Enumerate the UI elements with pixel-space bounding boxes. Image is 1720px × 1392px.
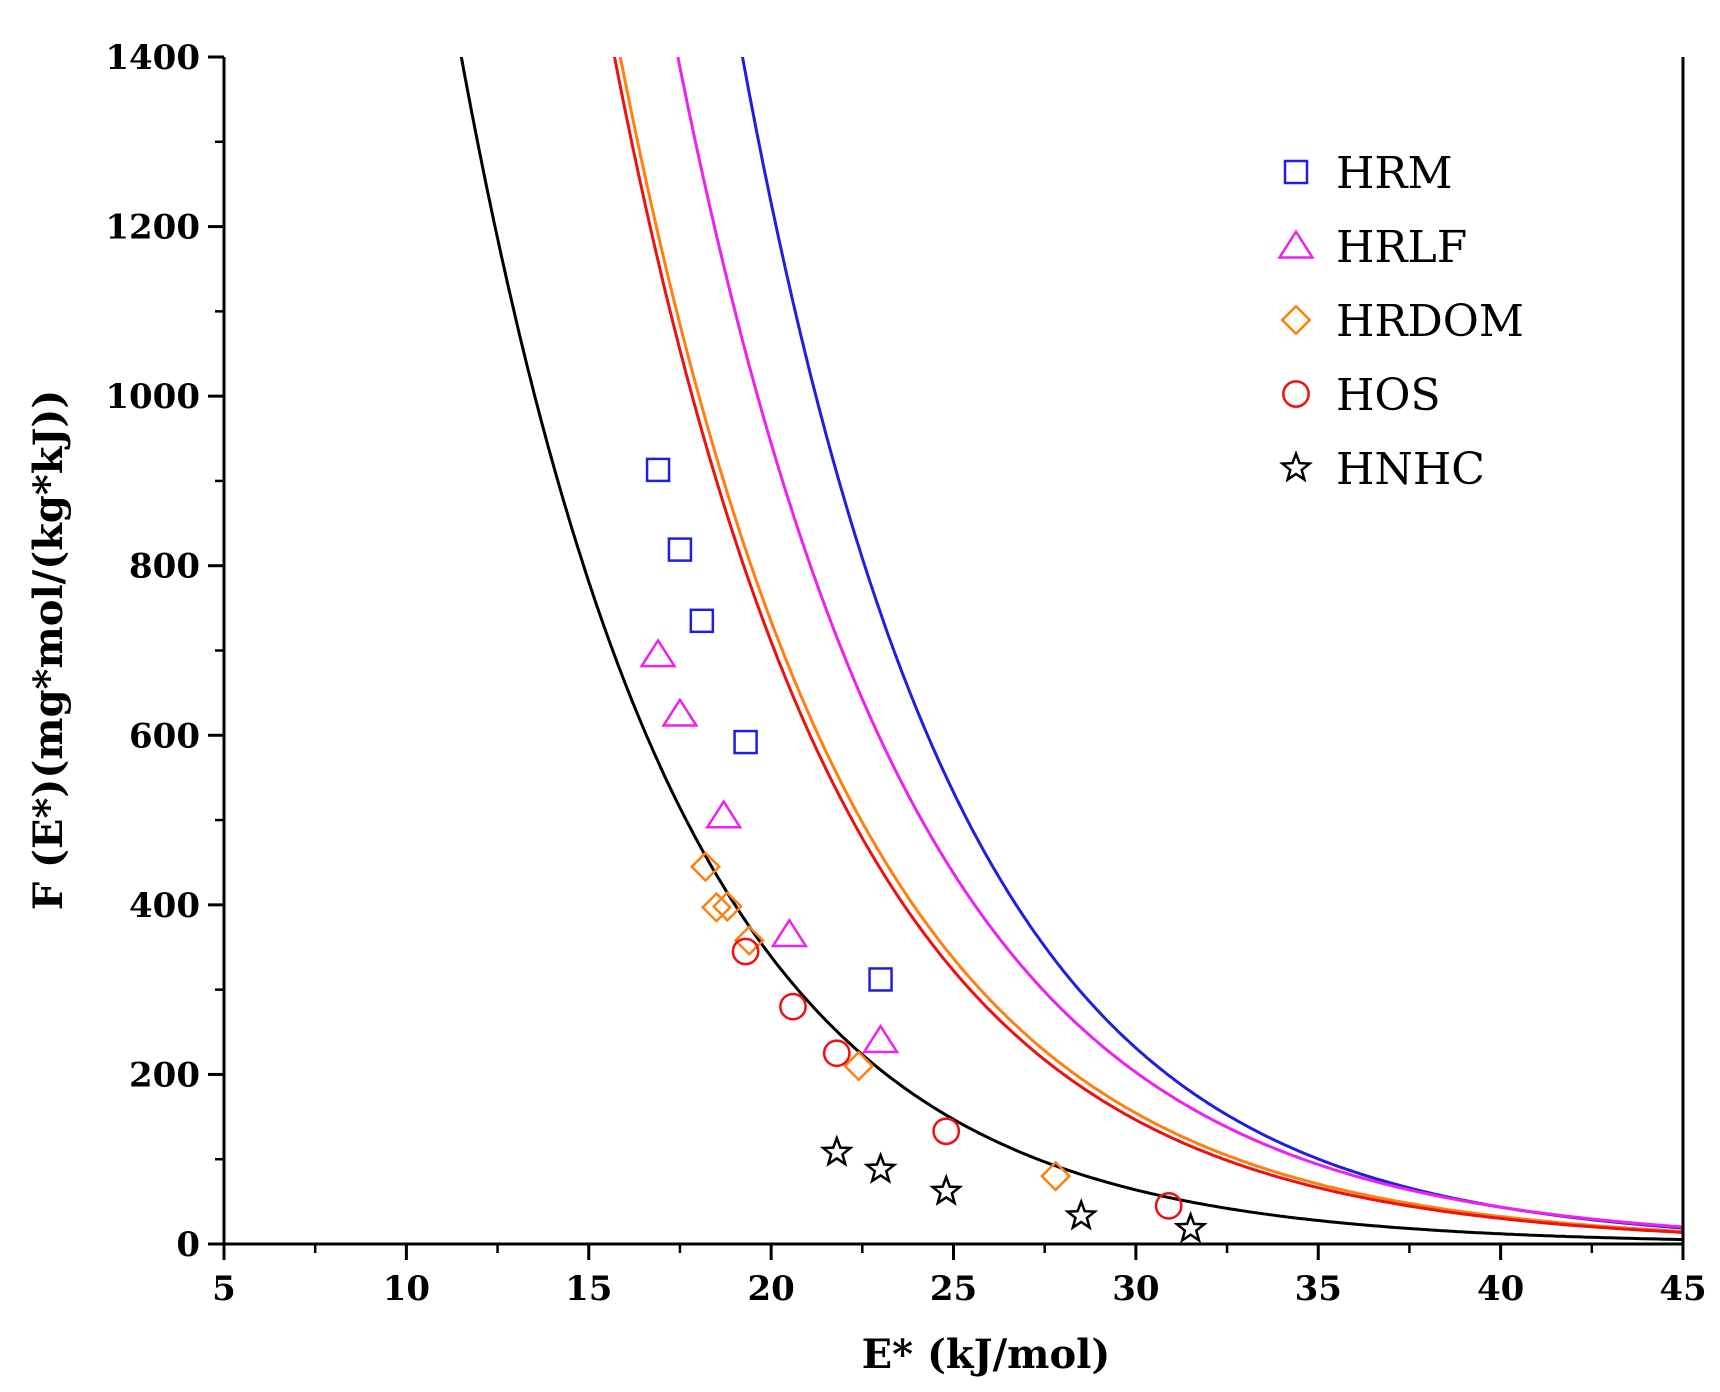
data-point-hrlf (661, 697, 699, 727)
legend-label-hos: HOS (1336, 370, 1441, 421)
data-point-hos (1154, 1191, 1183, 1220)
y-tick-label: 800 (129, 547, 200, 587)
ticks: 5 10 15 20 25 30 35 40 45 0 200 400 600 800 1000 1200 14… (105, 38, 1706, 1309)
legend: HRM HRLF HRDOM HOS HNHC (1277, 148, 1524, 495)
data-point-hos (731, 937, 760, 966)
x-tick-label: 30 (1112, 1269, 1159, 1309)
y-axis-title: F (E*)(mg*mol/(kg*kJ)) (25, 390, 72, 911)
fit-curve-hrlf (676, 57, 1683, 1229)
x-tick-label: 20 (747, 1269, 794, 1309)
legend-label-hrlf: HRLF (1336, 222, 1467, 273)
data-point-hrdom (689, 851, 721, 883)
x-tick-label: 45 (1659, 1269, 1706, 1309)
data-point-hos (779, 992, 807, 1021)
data-point-hrdom (700, 891, 732, 923)
data-point-hrm (645, 457, 671, 483)
y-tick-label: 200 (129, 1055, 200, 1095)
data-point-hrm (868, 967, 893, 992)
data-point-hos (822, 1039, 851, 1068)
fit-curve-hos (613, 57, 1683, 1234)
y-tick-label: 1400 (105, 38, 200, 78)
fit-curve-hrm (740, 57, 1683, 1230)
data-point-hrdom (711, 891, 743, 923)
data-point-hrlf (770, 917, 809, 948)
x-tick-label: 15 (565, 1269, 612, 1309)
data-point-hrdom (1040, 1160, 1072, 1192)
data-markers (639, 457, 1208, 1244)
legend-label-hnhc: HNHC (1336, 444, 1485, 495)
data-point-hrm (667, 537, 693, 562)
x-axis-title: E* (kJ/mol) (862, 1331, 1111, 1378)
data-point-hnhc (863, 1151, 898, 1184)
data-point-hrlf (639, 638, 677, 668)
x-tick-label: 25 (930, 1269, 977, 1309)
data-point-hrdom (733, 924, 765, 956)
y-tick-label: 1200 (105, 208, 200, 248)
data-point-hnhc (1064, 1198, 1099, 1231)
y-tick-label: 0 (176, 1225, 200, 1265)
data-point-hrlf (704, 799, 743, 829)
legend-marker-hrdom (1280, 304, 1312, 336)
fit-curve-hnhc (459, 57, 1683, 1242)
legend-marker-hrlf (1277, 229, 1315, 259)
x-tick-label: 40 (1477, 1269, 1524, 1309)
data-point-hrm (733, 729, 758, 755)
data-point-hnhc (1173, 1210, 1208, 1244)
y-tick-label: 600 (129, 716, 200, 756)
x-tick-label: 35 (1295, 1269, 1342, 1309)
y-tick-label: 1000 (105, 377, 200, 417)
x-tick-label: 10 (383, 1269, 430, 1309)
x-tick-label: 5 (212, 1269, 236, 1309)
legend-marker-hrm (1283, 159, 1309, 185)
fit-curves (459, 57, 1683, 1242)
legend-marker-hos (1282, 380, 1310, 408)
data-point-hos (932, 1117, 961, 1146)
legend-marker-hnhc (1279, 450, 1313, 483)
legend-label-hrdom: HRDOM (1336, 296, 1524, 347)
y-tick-label: 400 (129, 886, 200, 926)
data-point-hrdom (843, 1050, 875, 1082)
data-point-hrm (689, 608, 715, 634)
data-point-hnhc (819, 1134, 854, 1167)
legend-label-hrm: HRM (1336, 148, 1453, 199)
fit-curve-hrdom (618, 57, 1683, 1233)
data-point-hnhc (929, 1173, 964, 1206)
data-point-hrlf (861, 1023, 900, 1054)
